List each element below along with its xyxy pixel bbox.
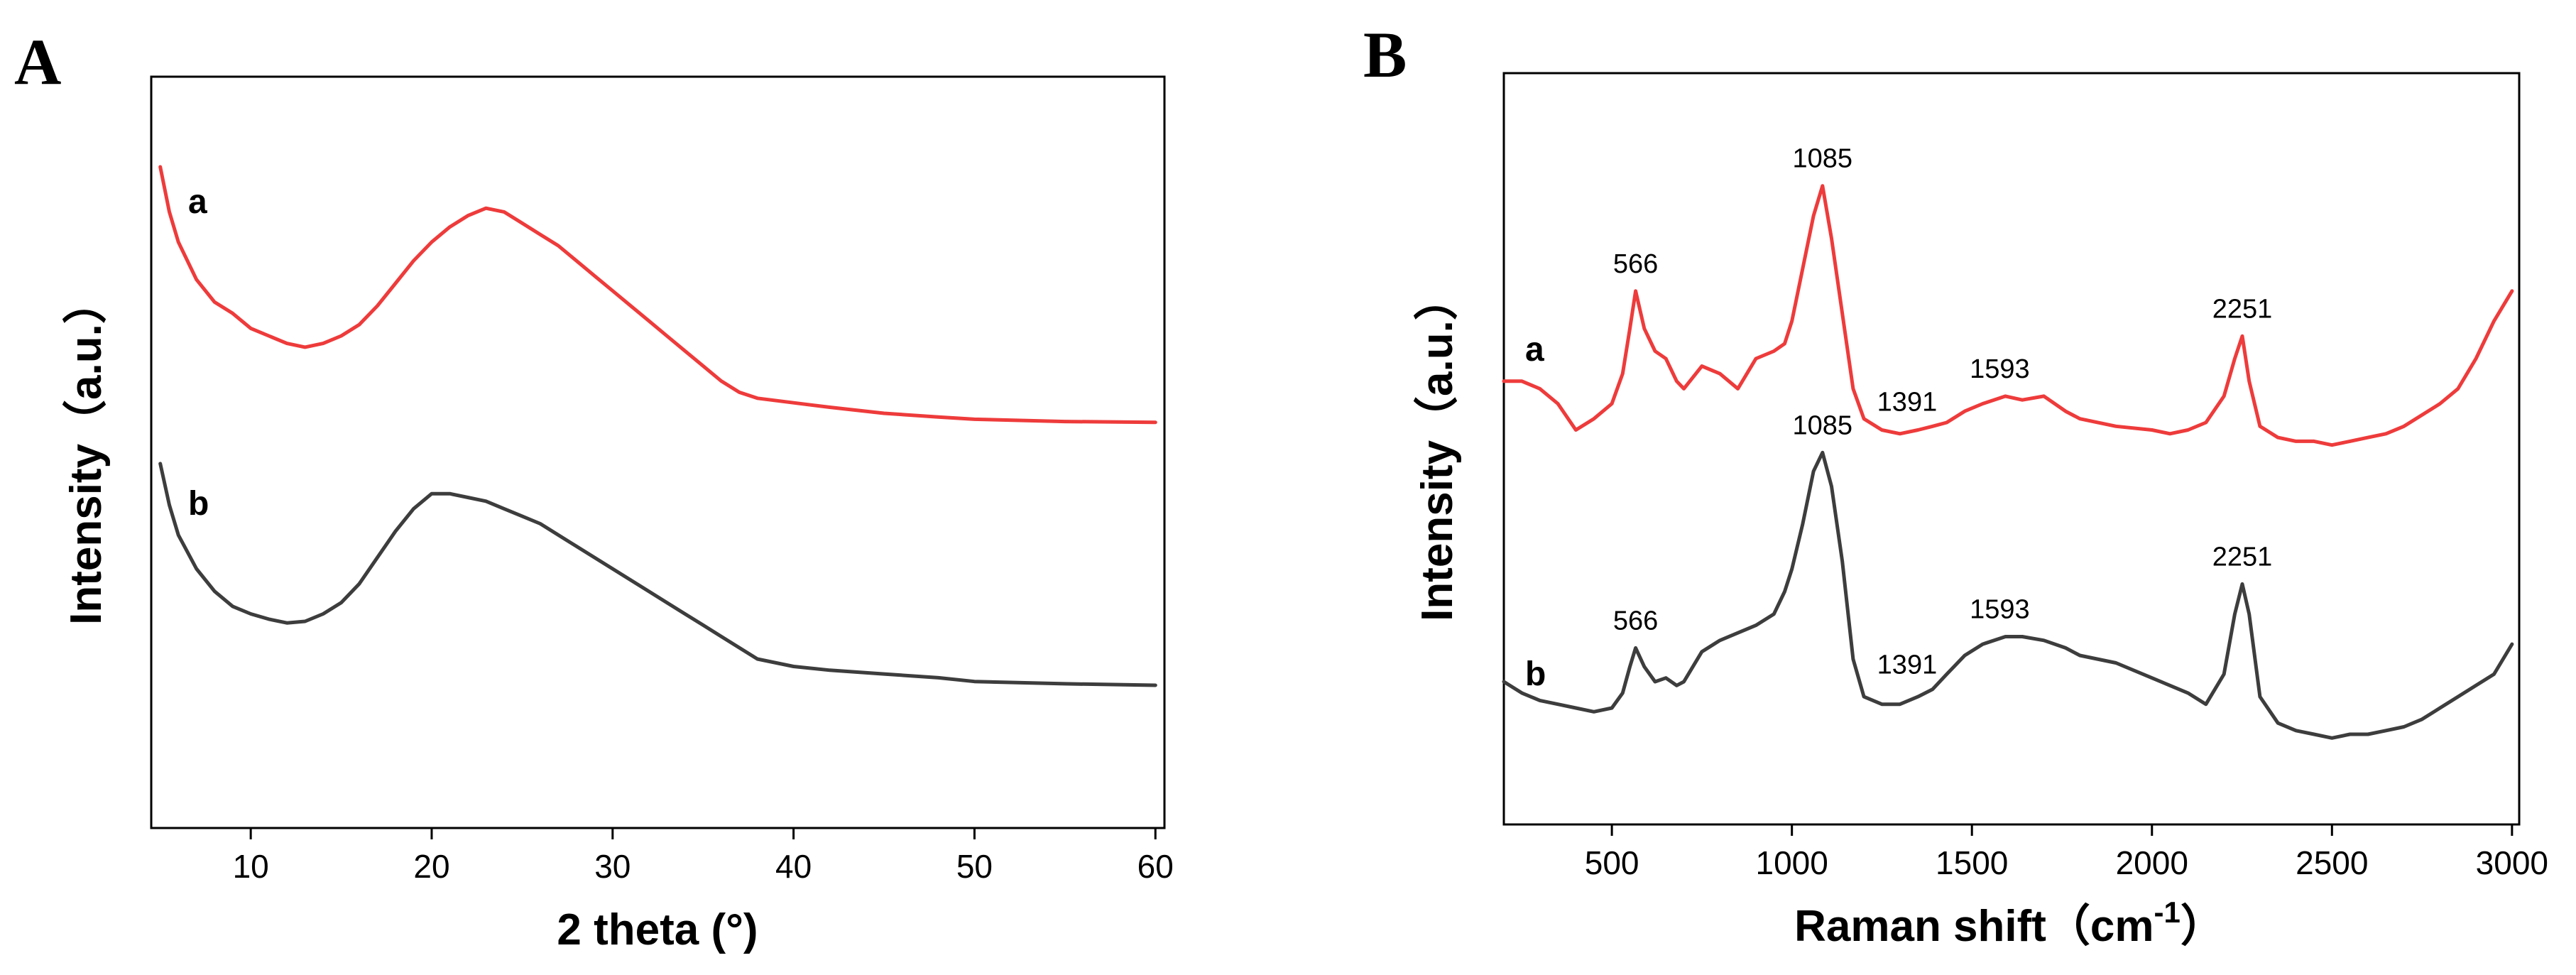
panel-b-series-b-line <box>1502 450 2514 740</box>
panel-b-peak-label: 1391 <box>1877 387 1938 417</box>
panel-a-series-b-label: b <box>188 485 209 523</box>
panel-a-x-tick-label: 20 <box>413 848 449 885</box>
panel-a: A 10 20 30 40 50 60 a b 2 theta (°) Intensity（… <box>14 26 1174 954</box>
panel-b-letter: B <box>1363 18 1407 91</box>
panel-b: B 500 1000 1500 2000 2500 3000 a b 566 1085 1391 1… <box>1363 18 2548 951</box>
panel-a-x-tick-label: 50 <box>956 848 993 885</box>
panel-b-peak-label: 2251 <box>2212 294 2273 324</box>
panel-a-y-axis-title: Intensity（a.u.） <box>61 280 111 625</box>
panel-b-plot-frame <box>1502 72 2521 826</box>
panel-a-series-b-line <box>158 462 1157 687</box>
panel-b-peak-label: 1593 <box>1970 354 2030 384</box>
panel-a-x-axis-title: 2 theta (°) <box>557 905 758 954</box>
panel-a-x-tick-label: 60 <box>1137 848 1174 885</box>
panel-b-peak-label: 566 <box>1613 249 1658 279</box>
panel-a-plot-frame <box>150 75 1166 829</box>
panel-b-series-a-line <box>1502 184 2514 447</box>
panel-a-x-tick-label: 40 <box>775 848 812 885</box>
panel-a-series-a-line <box>158 165 1157 425</box>
panel-b-x-tick-label: 500 <box>1585 844 1639 881</box>
panel-b-peak-label: 1593 <box>1970 595 2030 625</box>
panel-b-x-tick-label: 2000 <box>2116 844 2188 881</box>
panel-b-peak-label: 1391 <box>1877 650 1938 680</box>
panel-b-x-axis-title-superscript: -1 <box>2154 895 2181 929</box>
panel-b-peak-label: 2251 <box>2212 542 2273 572</box>
panel-b-peak-label: 1085 <box>1793 144 1853 174</box>
panel-b-x-tick-label: 1000 <box>1756 844 1828 881</box>
panel-b-x-axis-title-suffix: ） <box>2181 901 2225 951</box>
panel-a-letter: A <box>14 26 61 98</box>
panel-b-x-tick-label: 1500 <box>1936 844 2008 881</box>
panel-b-x-tick-label: 3000 <box>2476 844 2548 881</box>
panel-b-y-axis-title: Intensity（a.u.） <box>1412 276 1462 621</box>
panel-b-x-tick-label: 2500 <box>2296 844 2368 881</box>
panel-a-x-tick-label: 30 <box>594 848 631 885</box>
panel-b-x-axis-title: Raman shift（cm-1） <box>1794 895 2225 951</box>
panel-b-series-a-label: a <box>1525 331 1544 369</box>
panel-b-peak-label: 566 <box>1613 606 1658 636</box>
panel-b-x-axis-title-main: Raman shift（cm <box>1794 901 2154 951</box>
panel-a-x-tick-label: 10 <box>233 848 269 885</box>
panel-a-series-a-label: a <box>188 183 207 221</box>
panel-b-peak-label: 1085 <box>1793 410 1853 440</box>
panel-b-series-b-label: b <box>1525 655 1546 693</box>
